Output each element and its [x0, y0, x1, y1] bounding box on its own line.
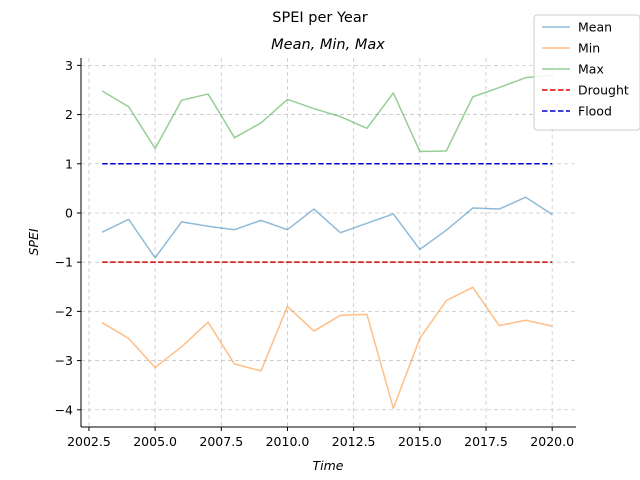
y-tick-label: −2	[55, 304, 73, 319]
legend-label-drought: Drought	[578, 83, 629, 98]
x-tick-label: 2020.0	[530, 434, 574, 449]
legend-label-max: Max	[578, 62, 604, 77]
chart-suptitle: SPEI per Year	[272, 10, 367, 26]
y-tick-label: 0	[65, 205, 73, 220]
axes: 2002.5 2005.0 2007.5 2010.0 2012.5 2015.0 2017…	[55, 58, 576, 449]
y-tick-label: 1	[65, 156, 73, 171]
series-line-mean	[101, 196, 553, 259]
legend: Mean Min Max Drought Flood	[533, 14, 640, 131]
x-tick-label: 2002.5	[67, 434, 111, 449]
x-tick-label: 2015.0	[398, 434, 442, 449]
y-tick-label: 3	[65, 58, 73, 73]
legend-label-mean: Mean	[578, 20, 612, 35]
series-line-max	[101, 74, 553, 153]
y-tick-label: −4	[55, 402, 73, 417]
x-tick-label: 2010.0	[266, 434, 310, 449]
chart-title: Mean, Min, Max	[271, 37, 385, 53]
legend-label-flood: Flood	[578, 104, 612, 119]
series-lines	[101, 74, 553, 410]
y-tick-label: 2	[65, 107, 73, 122]
legend-label-min: Min	[578, 41, 600, 56]
y-tick-label: −3	[55, 353, 73, 368]
x-tick-label: 2017.5	[464, 434, 508, 449]
x-tick-label: 2012.5	[332, 434, 376, 449]
x-tick-label: 2005.0	[133, 434, 177, 449]
x-axis-label: Time	[313, 458, 344, 473]
legend-box	[533, 14, 640, 131]
y-tick-label: −1	[55, 255, 73, 270]
x-tick-label: 2007.5	[199, 434, 243, 449]
y-axis-label: SPEI	[26, 228, 41, 255]
series-line-min	[101, 286, 553, 410]
